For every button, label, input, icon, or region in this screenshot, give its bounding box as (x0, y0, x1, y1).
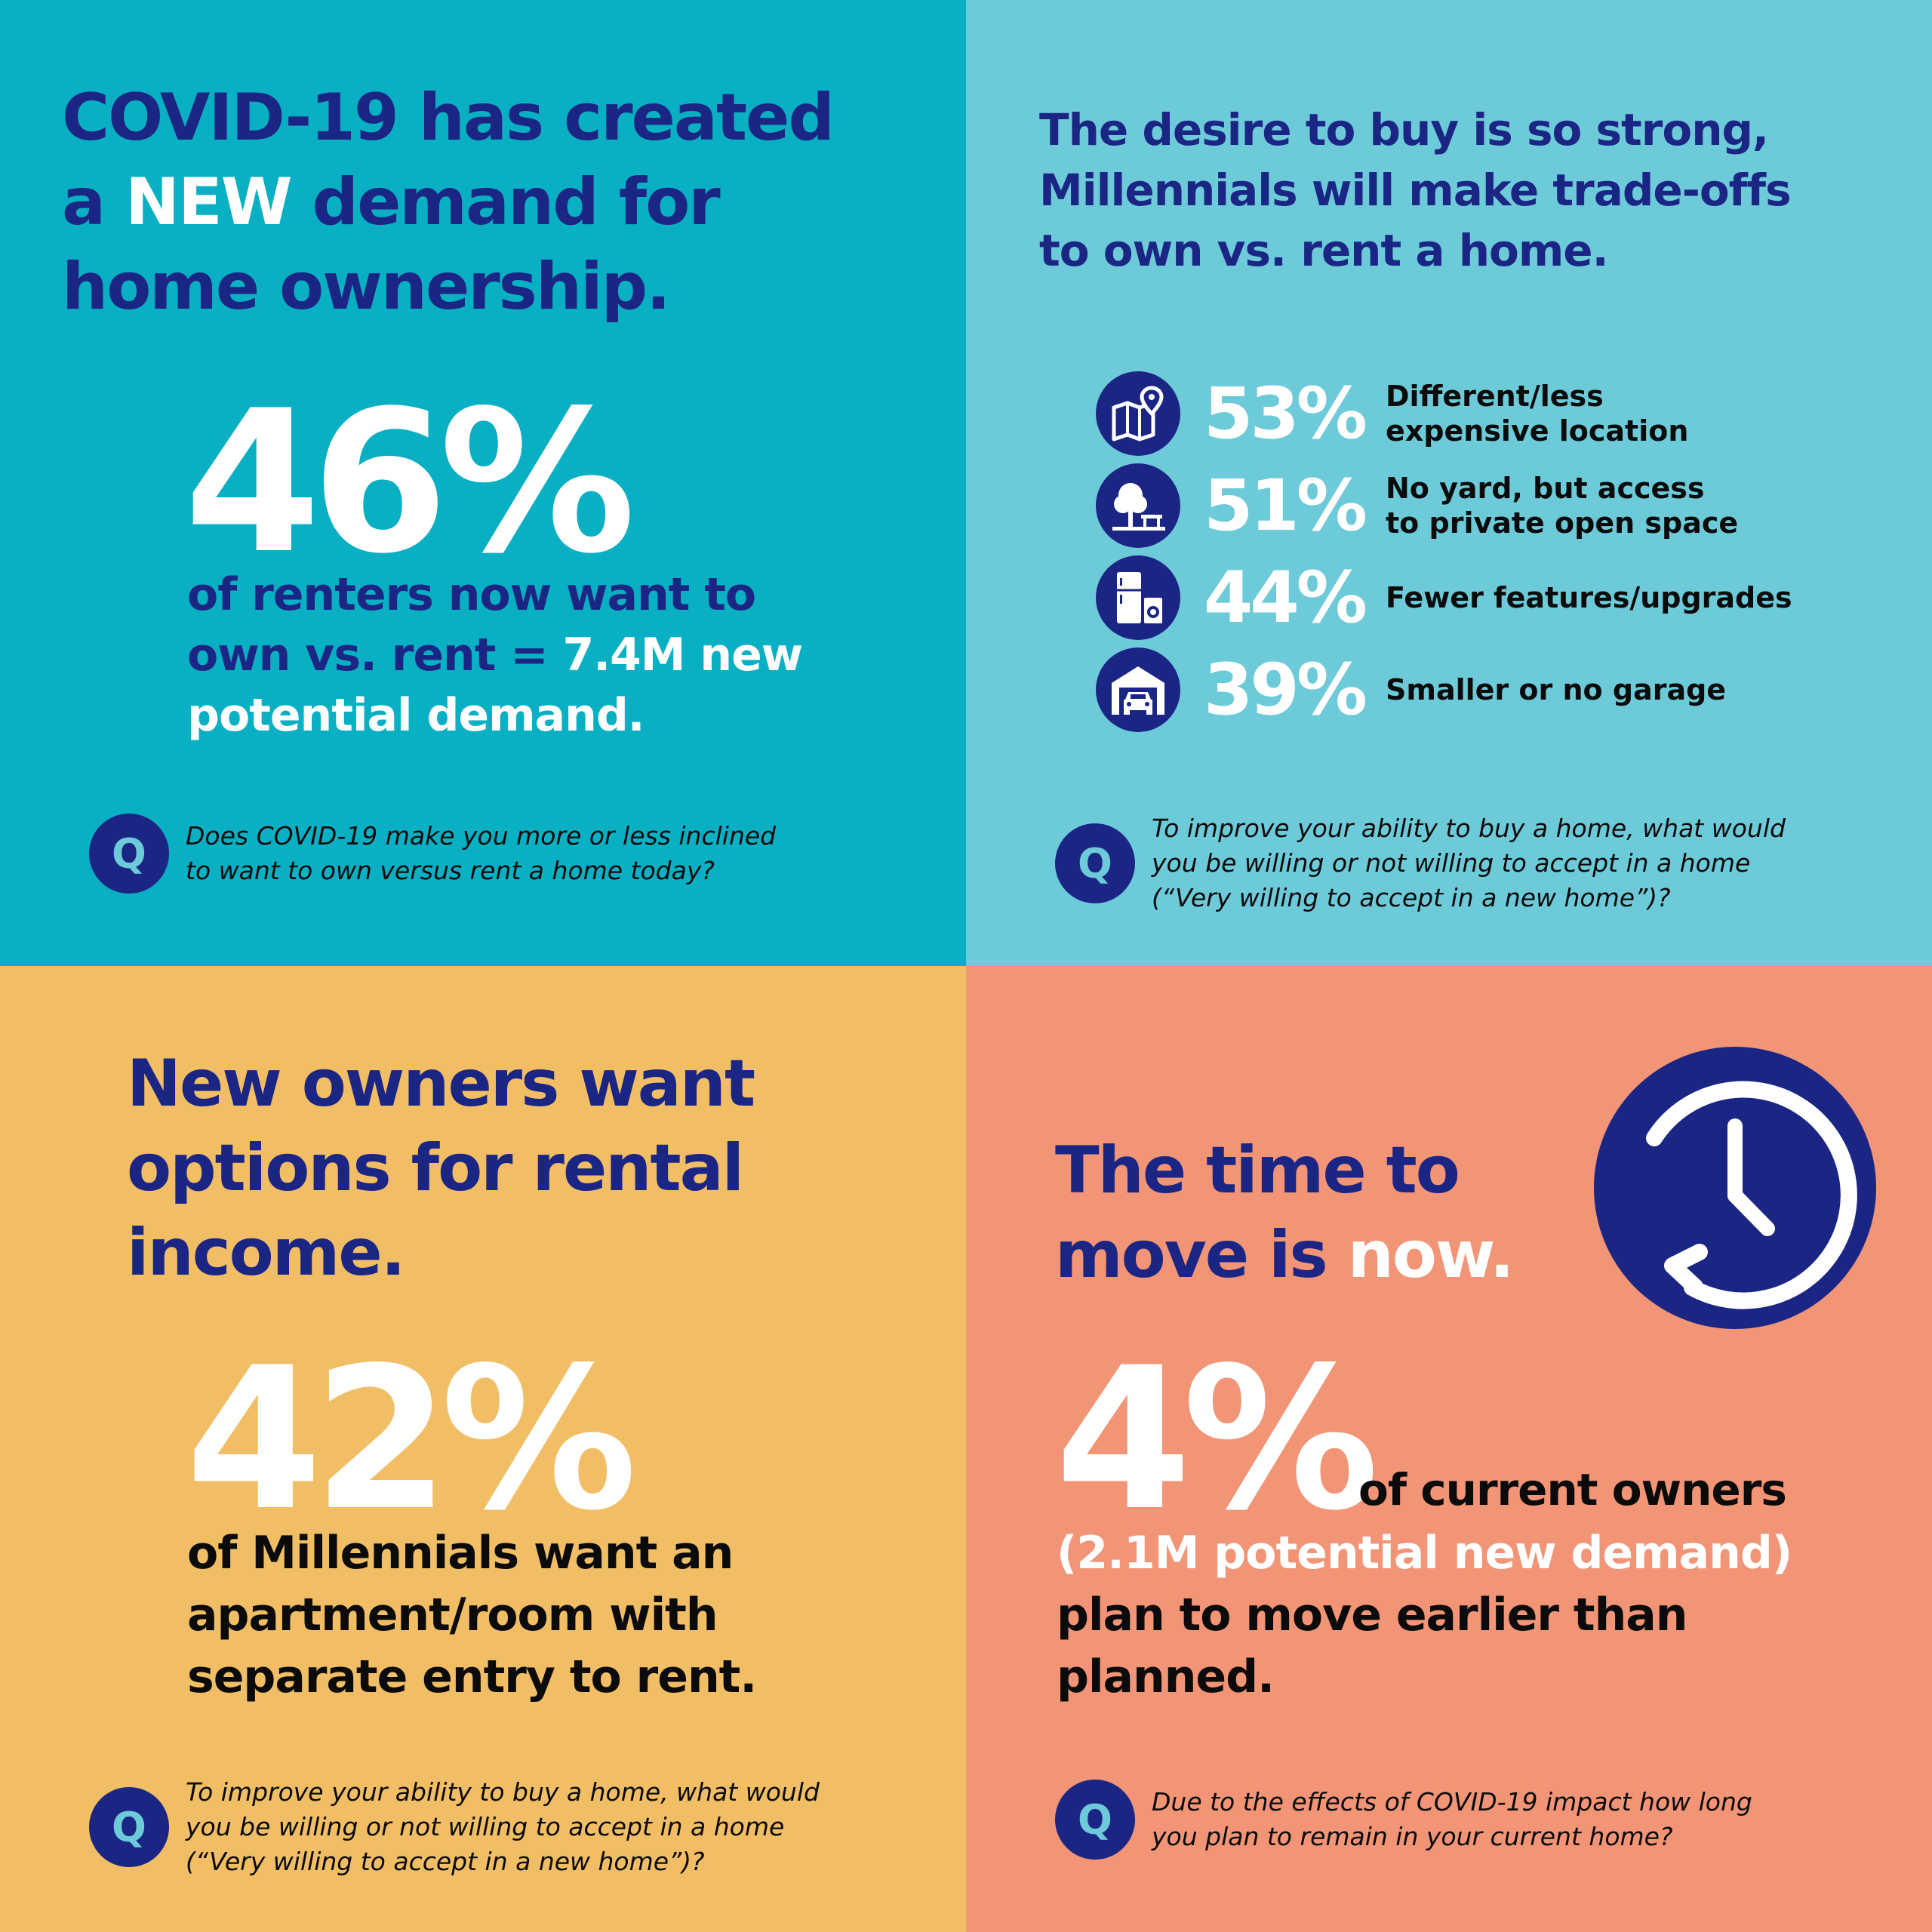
question-line1: Due to the effects of COVID-19 impact ho… (1152, 1787, 1752, 1817)
panel-rental-income-headline: New owners want options for rental incom… (127, 1041, 755, 1295)
stat-desc-line1: of renters now want to (187, 568, 756, 621)
question-line2: you plan to remain in your current home? (1152, 1822, 1673, 1851)
time-headline-emphasis: now. (1347, 1217, 1515, 1293)
headline-line2-start: a (62, 165, 125, 240)
panel-tradeoffs-headline: The desire to buy is so strong, Millenni… (1039, 100, 1792, 281)
stat-desc-line1: of Millennials want an (187, 1527, 734, 1580)
survey-question: Q To improve your ability to buy a home,… (89, 1775, 820, 1879)
headline-line2-end: demand for (291, 165, 721, 240)
panel-rental-income: New owners want options for rental incom… (0, 966, 966, 1932)
question-q-icon: Q (89, 814, 169, 894)
question-text: Due to the effects of COVID-19 impact ho… (1152, 1785, 1752, 1854)
tradeoff-percent: 39% (1204, 648, 1367, 731)
tradeoff-row-yard: 51% No yard, but access to private open … (1096, 463, 1838, 548)
tradeoff-label-line2: to private open space (1386, 506, 1739, 540)
tradeoff-label: Different/less expensive location (1386, 379, 1838, 448)
stat-desc-highlight: 7.4M new (562, 629, 804, 681)
tradeoffs-headline-line2: Millennials will make trade-offs (1039, 165, 1792, 216)
tradeoffs-headline-line1: The desire to buy is so strong, (1039, 104, 1769, 155)
stat-desc-line3: potential demand. (187, 689, 645, 742)
tradeoff-label: Fewer features/upgrades (1386, 580, 1838, 615)
stat-description: (2.1M potential new demand) plan to move… (1057, 1522, 1792, 1708)
tradeoff-percent: 44% (1204, 556, 1367, 639)
map-pin-icon (1096, 371, 1180, 456)
tradeoff-label-line1: Smaller or no garage (1386, 673, 1727, 706)
q-letter: Q (112, 829, 146, 878)
appliances-icon (1096, 555, 1180, 640)
question-q-icon: Q (1055, 823, 1135, 903)
panel-time-to-move: The time to move is now. 4% of current o… (966, 966, 1932, 1932)
question-text: To improve your ability to buy a home, w… (1152, 811, 1786, 915)
q-letter: Q (1078, 839, 1112, 888)
tradeoff-row-garage: 39% Smaller or no garage (1096, 648, 1838, 732)
time-headline-line2-start: move is (1055, 1217, 1348, 1293)
tradeoff-row-features: 44% Fewer features/upgrades (1096, 555, 1838, 640)
stat-desc-highlight: (2.1M potential new demand) (1057, 1527, 1792, 1580)
rental-headline-line2: options for rental (127, 1131, 744, 1206)
survey-question: Q To improve your ability to buy a home,… (1055, 811, 1786, 915)
panel-demand: COVID-19 has created a NEW demand for ho… (0, 0, 966, 966)
stat-desc-line2: own vs. rent = 7.4M new (187, 625, 804, 685)
tradeoff-label-line2: expensive location (1386, 414, 1689, 448)
question-text: To improve your ability to buy a home, w… (186, 1775, 820, 1879)
question-line2: you be willing or not willing to accept … (1152, 848, 1751, 878)
question-text: Does COVID-19 make you more or less incl… (186, 819, 776, 888)
q-letter: Q (112, 1803, 146, 1851)
tradeoff-label-line1: Fewer features/upgrades (1386, 581, 1792, 614)
question-q-icon: Q (1055, 1780, 1135, 1860)
panel-tradeoffs: The desire to buy is so strong, Millenni… (966, 0, 1932, 966)
tradeoff-label: No yard, but access to private open spac… (1386, 471, 1838, 540)
question-line2: you be willing or not willing to accept … (186, 1812, 785, 1841)
question-line2: to want to own versus rent a home today? (186, 856, 715, 885)
tradeoff-label-line1: No yard, but access (1386, 472, 1705, 505)
headline-line2: a NEW demand for (62, 160, 833, 245)
stat-desc-line2-start: own vs. rent = (187, 629, 563, 681)
tradeoff-row-location: 53% Different/less expensive location (1096, 371, 1838, 456)
stat-46-percent: 46% (184, 369, 635, 597)
stat-description: of renters now want to own vs. rent = 7.… (187, 565, 804, 746)
panel-time-headline: The time to move is now. (1055, 1128, 1515, 1297)
tree-bench-icon (1096, 463, 1180, 548)
stat-desc-inline: of current owners (1358, 1464, 1787, 1515)
panel-demand-headline: COVID-19 has created a NEW demand for ho… (62, 75, 835, 329)
headline-line1: COVID-19 has created (62, 80, 835, 155)
rental-headline-line1: New owners want (127, 1046, 755, 1121)
stat-desc-line3: separate entry to rent. (187, 1651, 757, 1703)
stat-description: of Millennials want an apartment/room wi… (187, 1522, 757, 1708)
question-line1: Does COVID-19 make you more or less incl… (186, 821, 777, 851)
stat-42-percent: 42% (186, 1326, 637, 1554)
tradeoff-percent: 51% (1204, 464, 1367, 547)
stat-desc-line2: apartment/room with (187, 1589, 718, 1641)
q-letter: Q (1078, 1795, 1112, 1844)
survey-question: Q Does COVID-19 make you more or less in… (89, 814, 776, 894)
question-line1: To improve your ability to buy a home, w… (186, 1777, 820, 1807)
question-line1: To improve your ability to buy a home, w… (1152, 814, 1786, 843)
question-line3: (“Very willing to accept in a new home”)… (1152, 883, 1671, 912)
question-line3: (“Very willing to accept in a new home”)… (186, 1847, 705, 1876)
headline-emphasis: NEW (125, 165, 293, 240)
garage-car-icon (1096, 648, 1180, 732)
survey-question: Q Due to the effects of COVID-19 impact … (1055, 1780, 1752, 1860)
headline-line3: home ownership. (62, 249, 671, 325)
rental-headline-line3: income. (127, 1215, 405, 1291)
stat-4-percent: 4% (1055, 1326, 1379, 1554)
stat-desc-line2: plan to move earlier than (1057, 1589, 1688, 1641)
stat-desc-line3: planned. (1057, 1651, 1275, 1703)
time-headline-line1: The time to (1055, 1133, 1460, 1208)
tradeoff-percent: 53% (1204, 372, 1367, 455)
time-headline-line2: move is now. (1055, 1213, 1515, 1297)
clock-icon (1594, 1047, 1876, 1332)
question-q-icon: Q (89, 1787, 169, 1867)
tradeoff-label: Smaller or no garage (1386, 672, 1838, 707)
tradeoff-label-line1: Different/less (1386, 380, 1604, 413)
tradeoffs-headline-line3: to own vs. rent a home. (1039, 225, 1609, 276)
